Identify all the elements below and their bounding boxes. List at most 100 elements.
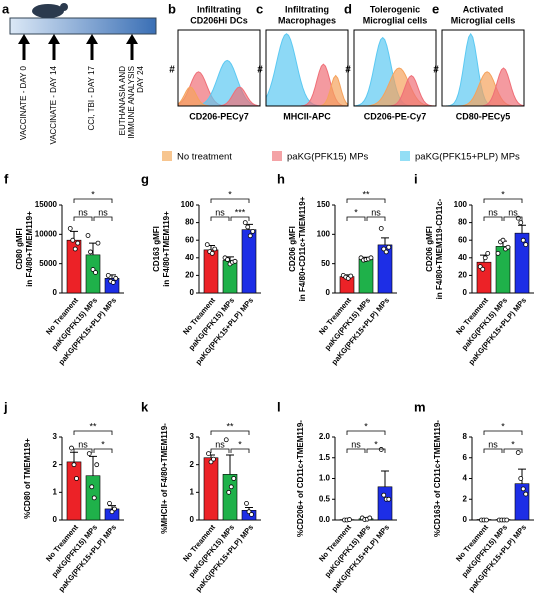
data-point — [383, 249, 389, 255]
histogram-title: Macrophages — [278, 15, 336, 25]
data-point — [500, 237, 506, 243]
y-tick-label: 60 — [458, 235, 467, 244]
histogram-ylabel: # — [433, 65, 439, 76]
data-point — [74, 476, 79, 481]
histogram-ylabel: # — [257, 65, 263, 76]
data-point — [386, 496, 392, 502]
histogram-ylabel: # — [169, 65, 175, 76]
bar — [358, 258, 374, 294]
y-axis-label: %CD80 of TMEM119+ — [23, 438, 32, 519]
data-point — [211, 456, 216, 462]
legend-label: paKG(PFK15+PLP) MPs — [415, 152, 520, 163]
arrow-head — [48, 34, 60, 44]
data-point — [88, 249, 93, 255]
y-tick-label: 0 — [190, 515, 195, 524]
significance-label: ns — [78, 207, 88, 217]
y-tick-label: 3 — [53, 432, 58, 441]
panel-letter: a — [2, 1, 10, 16]
significance-bracket — [366, 216, 386, 221]
significance-bracket — [210, 198, 250, 203]
significance-label: * — [501, 421, 505, 431]
y-tick-label: 100 — [317, 229, 331, 238]
data-point — [86, 451, 92, 457]
significance-bracket — [483, 216, 503, 221]
data-point — [69, 445, 74, 451]
significance-label: ns — [78, 439, 88, 449]
bar — [222, 474, 238, 521]
legend-swatch — [400, 151, 410, 161]
data-point — [480, 266, 486, 272]
y-tick-label: 0.5 — [319, 494, 331, 503]
histogram-ylabel: # — [345, 65, 351, 76]
data-point — [91, 495, 97, 501]
data-point — [206, 451, 211, 457]
histogram-xlabel: CD206-PECy7 — [189, 111, 249, 121]
error-bar — [381, 237, 389, 245]
y-tick-label: 1.0 — [319, 474, 331, 483]
y-tick-label: 10000 — [35, 229, 58, 238]
data-point — [386, 244, 392, 250]
data-point — [505, 244, 511, 250]
data-point — [209, 250, 215, 256]
error-bar — [226, 256, 234, 261]
data-point — [94, 462, 100, 468]
y-axis-label: %MHCII+ of F4/80+TMEM119- — [160, 423, 169, 534]
bar — [85, 254, 101, 294]
data-point — [231, 476, 237, 481]
significance-label: ns — [371, 207, 381, 217]
data-point — [70, 237, 76, 243]
y-tick-label: 80 — [458, 218, 467, 227]
data-point — [72, 246, 78, 252]
significance-bracket — [93, 216, 113, 221]
significance-label: ns — [488, 439, 498, 449]
error-bar — [381, 470, 389, 487]
data-point — [482, 255, 488, 261]
significance-bracket — [483, 448, 503, 453]
data-point — [484, 517, 489, 523]
data-point — [381, 246, 387, 252]
histogram-xlabel: CD80-PECy5 — [456, 111, 511, 121]
panel-letter: b — [168, 1, 176, 16]
histogram-frame — [177, 29, 261, 107]
significance-label: ns — [215, 439, 225, 449]
histogram-title: Activated — [463, 4, 504, 14]
data-point — [89, 484, 95, 490]
data-point — [381, 492, 387, 498]
y-tick-label: 2 — [53, 460, 58, 469]
timeline-step: IMMUNE ANALYSIS — [127, 66, 136, 139]
y-tick-label: 50 — [321, 259, 330, 268]
y-tick-label: 20 — [458, 271, 467, 280]
data-point — [368, 255, 374, 261]
significance-label: * — [511, 439, 515, 449]
significance-bracket — [73, 448, 93, 453]
histogram-xlabel: MHCII-APC — [283, 111, 331, 121]
arrow-head — [126, 34, 138, 44]
y-axis-label: CD206 gMFI — [288, 226, 297, 272]
data-point — [495, 250, 501, 256]
panel-letter: k — [141, 399, 149, 414]
panel-letter: f — [4, 171, 9, 186]
data-point — [105, 272, 111, 278]
bar — [241, 229, 257, 294]
data-point — [110, 280, 116, 285]
significance-bracket — [346, 448, 366, 453]
bar — [66, 461, 82, 521]
y-axis-label: CD80 gMFI — [15, 228, 24, 269]
legend-swatch — [162, 151, 172, 161]
significance-bracket — [210, 216, 230, 221]
data-point — [232, 258, 238, 264]
panel-letter: i — [414, 171, 418, 186]
error-bar — [226, 454, 234, 475]
data-point — [75, 240, 81, 246]
panel-letter: h — [277, 171, 285, 186]
data-point — [504, 517, 510, 523]
y-tick-label: 80 — [185, 218, 194, 227]
significance-label: * — [354, 207, 358, 217]
data-point — [223, 437, 229, 443]
significance-bracket — [503, 216, 523, 221]
histogram-title: Infiltrating — [285, 4, 329, 14]
histogram-frame — [441, 29, 525, 107]
data-point — [515, 450, 521, 455]
y-axis-label: %CD206+ of CD11c+TMEM119- — [296, 420, 305, 537]
legend-label: No treatment — [177, 152, 232, 163]
